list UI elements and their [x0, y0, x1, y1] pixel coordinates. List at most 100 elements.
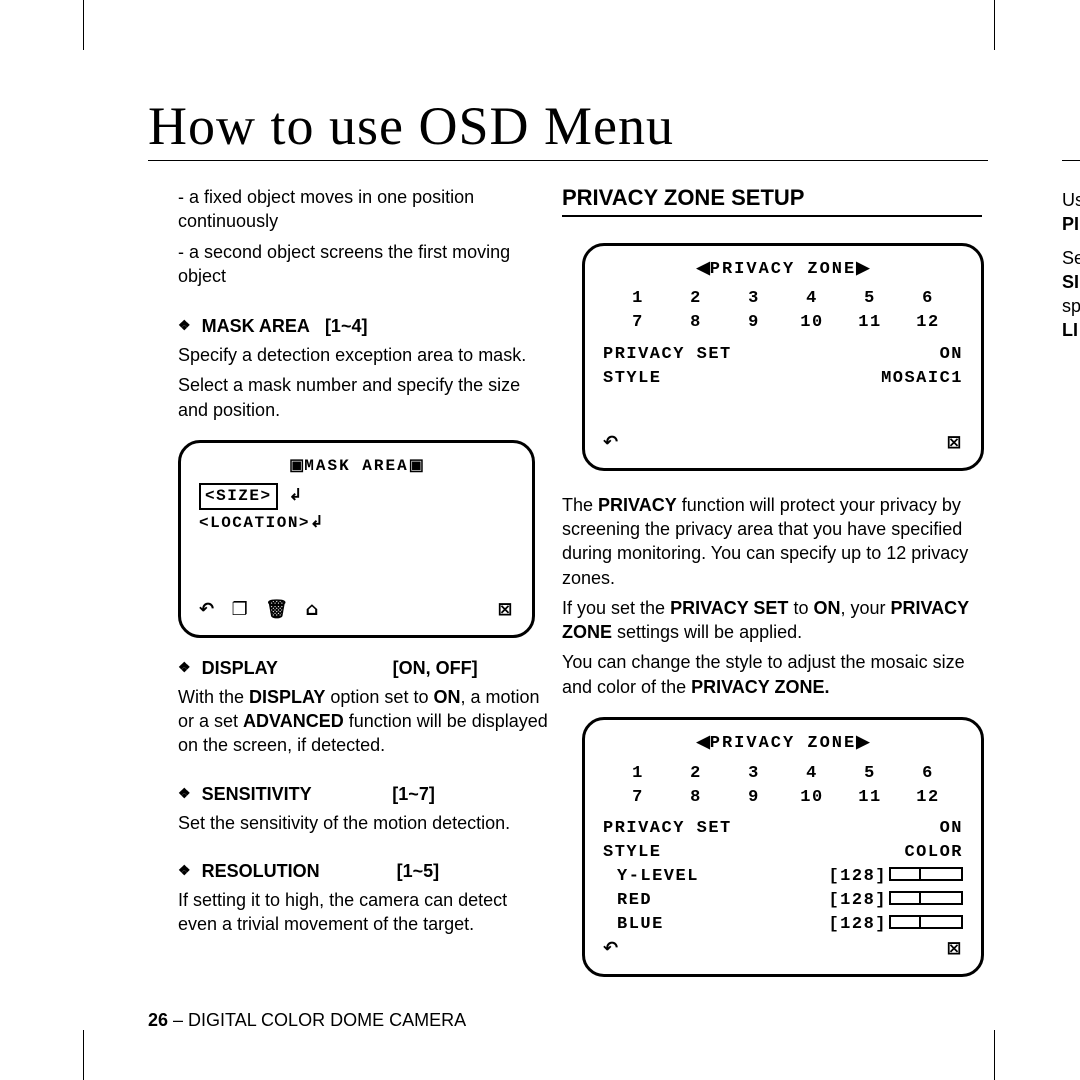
text-fragment: The — [562, 495, 598, 515]
right-arrow-icon[interactable]: ▶ — [856, 734, 869, 753]
delete-icon[interactable]: 🗑 — [265, 597, 289, 622]
section-underline — [562, 215, 982, 217]
osd-setting-row[interactable]: STYLE MOSAIC1 — [603, 367, 963, 391]
zone-number[interactable]: 7 — [609, 311, 667, 335]
bold-term: ADVANCED — [243, 711, 344, 731]
osd-title: MASK AREA — [304, 457, 408, 475]
osd-header: ▣MASK AREA▣ — [199, 455, 514, 477]
zone-number[interactable]: 2 — [667, 287, 725, 311]
zone-number[interactable]: 10 — [783, 786, 841, 810]
osd-line[interactable]: <LOCATION>↲ — [199, 512, 514, 534]
right-arrow-icon[interactable]: ▶ — [856, 260, 869, 279]
crop-mark — [994, 1030, 995, 1080]
zone-number[interactable]: 9 — [725, 786, 783, 810]
osd-setting-row[interactable]: PRIVACY SET ON — [603, 343, 963, 367]
page: How to use OSD Menu a fixed object moves… — [0, 0, 1080, 1080]
back-icon[interactable]: ↶ — [603, 430, 620, 455]
home-icon[interactable]: ⌂ — [306, 597, 320, 622]
heading-label: DISPLAY — [202, 658, 278, 678]
ghost-text: Se — [1062, 248, 1080, 269]
osd-body: 1 2 3 4 5 6 7 8 9 10 11 12 PRIVACY SET O… — [603, 287, 963, 390]
section-title: PRIVACY ZONE SETUP — [562, 185, 982, 211]
slider-bar[interactable] — [889, 867, 963, 881]
setting-value: [128] — [828, 915, 887, 934]
back-icon[interactable]: ↶ — [199, 597, 216, 622]
left-arrow-icon[interactable]: ◀ — [697, 260, 710, 279]
text-fragment: settings will be applied. — [612, 622, 802, 642]
zone-number[interactable]: 3 — [725, 287, 783, 311]
title-underline — [148, 160, 988, 161]
zone-number[interactable]: 9 — [725, 311, 783, 335]
close-icon[interactable]: ⊠ — [497, 597, 514, 622]
setting-label: PRIVACY SET — [603, 343, 732, 367]
zone-number[interactable]: 10 — [783, 311, 841, 335]
header-square-icon: ▣ — [409, 457, 424, 475]
ghost-text: Us — [1062, 190, 1080, 211]
range-label: [1~5] — [397, 861, 440, 882]
bullet-diamond-icon: ❖ — [178, 785, 191, 802]
setting-value: MOSAIC1 — [881, 367, 963, 391]
intro-text: a fixed object moves in one position con… — [148, 185, 548, 288]
zone-number[interactable]: 1 — [609, 287, 667, 311]
zone-number[interactable]: 5 — [841, 762, 899, 786]
zone-number[interactable]: 12 — [899, 786, 957, 810]
osd-footer: ↶ ⊠ — [603, 430, 963, 455]
zone-number[interactable]: 2 — [667, 762, 725, 786]
text-fragment: , your — [840, 598, 890, 618]
zone-number[interactable]: 6 — [899, 287, 957, 311]
ghost-text: PI — [1062, 214, 1079, 235]
left-arrow-icon[interactable]: ◀ — [697, 734, 710, 753]
title-underline-edge — [1062, 160, 1080, 161]
osd-slider-row[interactable]: RED [128] — [603, 889, 963, 913]
zone-number[interactable]: 12 — [899, 311, 957, 335]
slider-bar[interactable] — [889, 891, 963, 905]
zone-number[interactable]: 4 — [783, 762, 841, 786]
osd-body: <SIZE> ↲ <LOCATION>↲ — [199, 483, 514, 583]
privacy-zone-osd-2: ◀PRIVACY ZONE▶ 1 2 3 4 5 6 7 8 9 10 11 1… — [582, 717, 984, 977]
setting-value: COLOR — [904, 841, 963, 865]
ghost-text: SI — [1062, 272, 1079, 293]
zone-number[interactable]: 3 — [725, 762, 783, 786]
location-option[interactable]: <LOCATION> — [199, 514, 310, 532]
back-icon[interactable]: ↶ — [603, 936, 620, 961]
osd-setting-row[interactable]: PRIVACY SET ON — [603, 817, 963, 841]
zone-number[interactable]: 5 — [841, 287, 899, 311]
privacy-zone-osd-1: ◀PRIVACY ZONE▶ 1 2 3 4 5 6 7 8 9 10 11 1… — [582, 243, 984, 471]
privacy-paragraph-1: The PRIVACY function will protect your p… — [562, 493, 982, 590]
osd-setting-row[interactable]: STYLE COLOR — [603, 841, 963, 865]
size-option[interactable]: <SIZE> — [199, 483, 278, 509]
crop-mark — [83, 1030, 84, 1080]
zone-number[interactable]: 4 — [783, 287, 841, 311]
range-label: [1~7] — [392, 784, 435, 805]
mask-p2: Select a mask number and specify the siz… — [148, 373, 548, 422]
osd-footer-icons: ↶ ❐ 🗑 ⌂ — [199, 597, 320, 622]
intro-line: a second object screens the first moving… — [178, 240, 548, 289]
slider-bar[interactable] — [889, 915, 963, 929]
heading-label: SENSITIVITY — [202, 784, 312, 804]
bold-term: DISPLAY — [249, 687, 325, 707]
osd-footer: ↶ ❐ 🗑 ⌂ ⊠ — [199, 597, 514, 622]
zone-number[interactable]: 8 — [667, 786, 725, 810]
zone-number[interactable]: 6 — [899, 762, 957, 786]
zone-number[interactable]: 11 — [841, 786, 899, 810]
osd-slider-row[interactable]: BLUE [128] — [603, 913, 963, 937]
close-icon[interactable]: ⊠ — [946, 936, 963, 961]
text-fragment: With the — [178, 687, 249, 707]
osd-line[interactable]: <SIZE> ↲ — [199, 483, 514, 509]
sensitivity-body: Set the sensitivity of the motion detect… — [148, 811, 548, 835]
zone-number[interactable]: 7 — [609, 786, 667, 810]
bold-term: ON — [813, 598, 840, 618]
mask-area-osd: ▣MASK AREA▣ <SIZE> ↲ <LOCATION>↲ ↶ ❐ 🗑 ⌂ — [178, 440, 535, 638]
bold-term: PRIVACY — [598, 495, 677, 515]
text-fragment: to — [788, 598, 813, 618]
zone-number[interactable]: 1 — [609, 762, 667, 786]
setting-label: Y-LEVEL — [617, 865, 699, 889]
zone-number[interactable]: 8 — [667, 311, 725, 335]
bullet-diamond-icon: ❖ — [178, 862, 191, 879]
osd-slider-row[interactable]: Y-LEVEL [128] — [603, 865, 963, 889]
privacy-paragraph-2: If you set the PRIVACY SET to ON, your P… — [562, 596, 982, 645]
zone-number-grid: 1 2 3 4 5 6 7 8 9 10 11 12 — [609, 762, 957, 810]
close-icon[interactable]: ⊠ — [946, 430, 963, 455]
zone-number[interactable]: 11 — [841, 311, 899, 335]
window-icon[interactable]: ❐ — [232, 597, 250, 622]
